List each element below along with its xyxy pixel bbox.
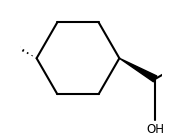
Text: OH: OH bbox=[146, 123, 164, 136]
Polygon shape bbox=[119, 58, 157, 82]
